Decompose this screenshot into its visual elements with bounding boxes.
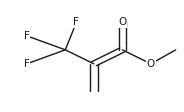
Text: F: F <box>24 59 30 69</box>
Text: F: F <box>24 31 30 41</box>
Text: O: O <box>118 17 126 27</box>
Text: F: F <box>73 17 79 27</box>
Text: O: O <box>147 59 155 69</box>
